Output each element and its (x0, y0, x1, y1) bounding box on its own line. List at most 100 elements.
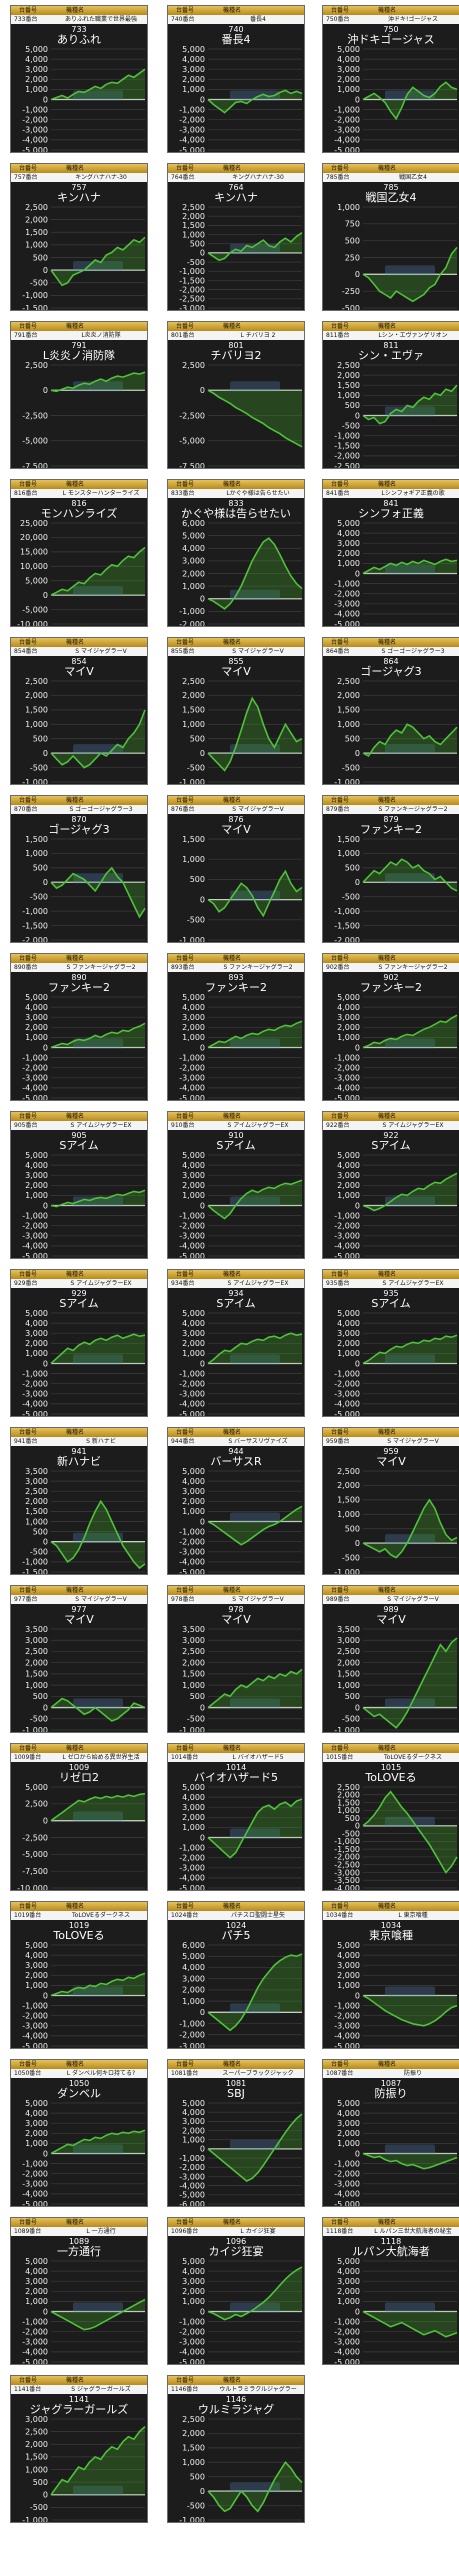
card-header: 台番号 機種名 (168, 2218, 304, 2227)
machine-card: 台番号 機種名 864番台 S ゴーゴージャグラー3 2,500 2,000 1,500 1,… (322, 637, 459, 785)
profit-line (50, 1697, 146, 1722)
y-tick-label: 0 (355, 95, 360, 104)
y-tick-label: 1,000 (337, 849, 360, 858)
card-info-row: 811番台 Lシン・エヴァンゲリオン (323, 331, 459, 340)
profit-area (208, 1799, 302, 1858)
chart-model-name: ダンベル (57, 2087, 101, 2100)
profit-area (363, 1015, 457, 1048)
y-tick-label: 5,000 (337, 1309, 360, 1318)
card-header: 台番号 機種名 (323, 6, 459, 15)
y-tick-label: 0 (43, 1043, 48, 1052)
profit-area (51, 1334, 145, 1364)
y-tick-label: -500 (342, 421, 360, 430)
y-tick-label: 500 (33, 2478, 48, 2487)
y-tick-label: -4,000 (334, 2348, 360, 2357)
card-info-row: 989番台 S マイジャグラーV (323, 1595, 459, 1604)
card-info-row: 910番台 S アイムジャグラーEX (168, 1121, 304, 1130)
header-model-label: 機種名 (223, 1113, 242, 1120)
chart-machine-number: 757 (71, 183, 87, 192)
y-tick-label: -500 (187, 2501, 205, 2510)
machine-number: 1096番台 (171, 2228, 199, 2235)
model-name: 番長4 (250, 16, 266, 23)
card-info-row: 764番台 キングハナハナ-30 (168, 173, 304, 182)
header-model-label: 機種名 (223, 165, 242, 172)
y-tick-label: -3,000 (334, 1390, 360, 1399)
machine-card: 台番号 機種名 977番台 S マイジャグラーV 3,500 3,000 2,500 2,00… (10, 1585, 148, 1733)
machine-number: 1141番台 (14, 2386, 42, 2393)
header-machine-label: 台番号 (19, 481, 38, 488)
chart-model-name: パチ5 (221, 1929, 251, 1942)
chart-machine-number: 833 (228, 499, 244, 508)
chart-model-name: SBJ (227, 2087, 245, 2100)
model-name: S ファンキージャグラー2 (66, 964, 136, 971)
chart-machine-number: 929 (71, 1289, 87, 1298)
watermark-logo (385, 744, 435, 755)
header-machine-label: 台番号 (176, 1903, 195, 1910)
card-header: 台番号 機種名 (168, 2060, 304, 2069)
y-tick-label: 5,000 (25, 45, 48, 54)
card-header: 台番号 機種名 (323, 1112, 459, 1121)
y-tick-label: -4,000 (334, 2032, 360, 2041)
y-tick-label: 0 (43, 95, 48, 104)
card-info-row: 1089番台 L 一方通行 (11, 2227, 147, 2236)
chart-machine-number: 785 (383, 183, 399, 192)
machine-number: 1089番台 (14, 2228, 42, 2235)
machine-card: 台番号 機種名 1089番台 L 一方通行 5,000 4,000 3,000 2,000 1,… (10, 2217, 148, 2365)
header-machine-label: 台番号 (19, 7, 38, 14)
header-machine-label: 台番号 (19, 1271, 38, 1278)
profit-area (208, 538, 302, 609)
y-tick-label: -5,000 (179, 437, 205, 446)
chart-machine-number: 1034 (380, 1921, 402, 1930)
y-tick-label: -5,000 (179, 2358, 205, 2365)
header-machine-label: 台番号 (19, 797, 38, 804)
y-tick-label: 2,000 (25, 1971, 48, 1980)
model-name: S アイムジャグラーEX (382, 1280, 444, 1287)
card-info-row: 740番台 番長4 (168, 15, 304, 24)
y-tick-label: 15,000 (20, 548, 48, 557)
profit-area (363, 82, 457, 119)
y-tick-label: 1,500 (25, 2453, 48, 2462)
y-tick-label: 5,000 (337, 1151, 360, 1160)
machine-card: 台番号 機種名 1081番台 スーパーブラックジャック 5,000 4,000 3,000 2… (167, 2059, 305, 2207)
y-tick-label: -3,000 (334, 1868, 360, 1877)
y-tick-label: 4,000 (182, 55, 205, 64)
y-tick-label: -2,500 (334, 1860, 360, 1869)
card-header: 台番号 機種名 (11, 1428, 147, 1437)
profit-line (50, 1189, 146, 1208)
y-tick-label: -1,000 (179, 778, 205, 785)
header-model-label: 機種名 (378, 1745, 397, 1752)
y-tick-label: -1,000 (179, 1369, 205, 1378)
chart-model-name: ウルミラジャグ (197, 2403, 275, 2416)
chart-machine-number: 876 (228, 815, 244, 824)
y-tick-label: 0 (43, 2307, 48, 2316)
y-tick-label: -1,000 (179, 936, 205, 943)
chart-machine-number: 905 (71, 1131, 87, 1140)
card-info-row: 1009番台 L ゼロから始める異世界生活 (11, 1753, 147, 1762)
y-tick-label: 2,000 (337, 2129, 360, 2138)
y-tick-label: 1,000 (25, 1681, 48, 1690)
y-tick-label: 500 (190, 2473, 205, 2482)
profit-line (207, 1332, 303, 1365)
machine-number: 959番台 (326, 1438, 350, 1445)
y-tick-label: 2,000 (337, 371, 360, 380)
profit-line (362, 1334, 458, 1365)
machine-number: 989番台 (326, 1596, 350, 1603)
y-tick-label: 5,000 (25, 1309, 48, 1318)
y-tick-label: 5,000 (182, 1952, 205, 1961)
y-tick-label: -4,000 (22, 2190, 48, 2199)
y-tick-label: -2,000 (179, 1380, 205, 1389)
machine-number: 816番台 (14, 490, 38, 497)
y-tick-label: 1,000 (182, 582, 205, 591)
y-tick-label: -5,000 (179, 1410, 205, 1417)
y-tick-label: -5,000 (22, 1094, 48, 1101)
chart-machine-number: 941 (71, 1447, 87, 1456)
y-tick-label: -10,000 (17, 1884, 48, 1891)
chart-machine-number: 890 (71, 973, 87, 982)
y-tick-label: -2,000 (334, 116, 360, 125)
chart-model-name: バイオハザード5 (194, 1771, 278, 1784)
watermark-logo (73, 1038, 123, 1049)
machine-number: 879番台 (326, 806, 350, 813)
y-tick-label: 3,000 (337, 1171, 360, 1180)
